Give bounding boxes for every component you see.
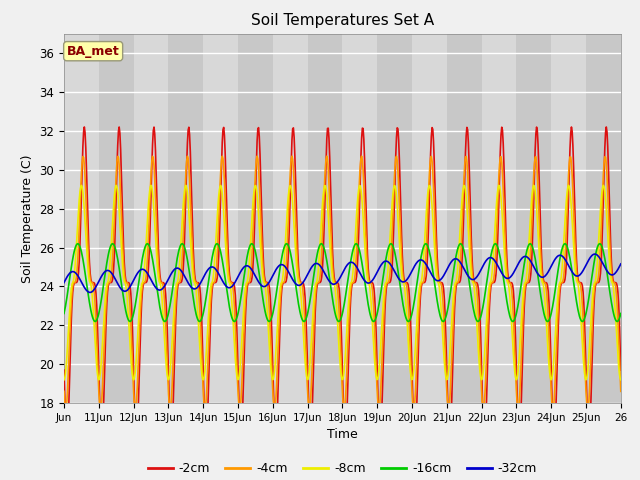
Legend: -2cm, -4cm, -8cm, -16cm, -32cm: -2cm, -4cm, -8cm, -16cm, -32cm — [143, 457, 542, 480]
Bar — [273, 34, 308, 403]
Bar — [308, 34, 342, 403]
Bar — [238, 34, 273, 403]
Bar — [586, 34, 621, 403]
Bar — [551, 34, 586, 403]
Bar — [481, 34, 516, 403]
Bar — [168, 34, 204, 403]
Y-axis label: Soil Temperature (C): Soil Temperature (C) — [20, 154, 34, 283]
Bar — [342, 34, 377, 403]
X-axis label: Time: Time — [327, 429, 358, 442]
Text: BA_met: BA_met — [67, 45, 120, 58]
Bar — [64, 34, 99, 403]
Title: Soil Temperatures Set A: Soil Temperatures Set A — [251, 13, 434, 28]
Bar — [204, 34, 238, 403]
Bar — [99, 34, 134, 403]
Bar — [134, 34, 168, 403]
Bar — [516, 34, 551, 403]
Bar — [412, 34, 447, 403]
Bar — [447, 34, 481, 403]
Bar — [377, 34, 412, 403]
